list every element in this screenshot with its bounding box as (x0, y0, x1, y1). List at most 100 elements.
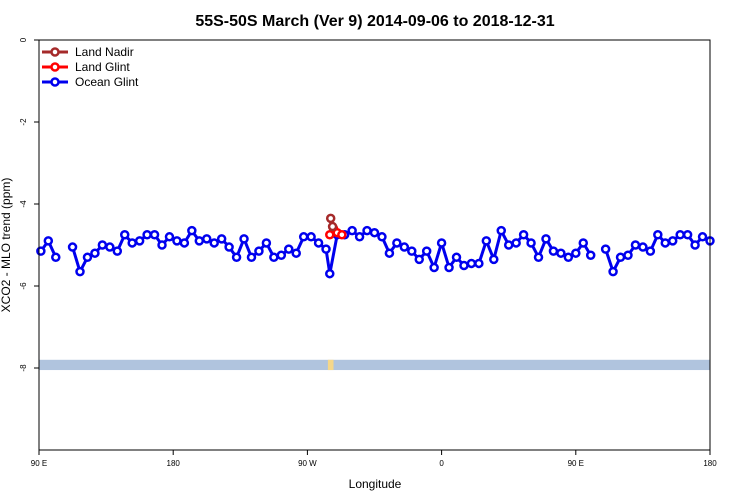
legend-label-1: Land Glint (75, 60, 130, 74)
data-point-0-1 (43, 236, 54, 246)
y-tick-label-4: -8 (19, 364, 28, 372)
data-point-1-26 (261, 238, 272, 248)
data-point-1-27 (269, 252, 279, 263)
data-point-1-13 (164, 232, 175, 242)
data-point-1-60 (511, 238, 521, 248)
data-point-1-56 (481, 236, 492, 246)
data-point-1-5 (105, 242, 115, 252)
data-point-1-21 (224, 242, 234, 252)
y-tick-label-1: -2 (19, 118, 28, 126)
legend-label-0: Land Nadir (75, 45, 134, 59)
data-point-1-23 (239, 234, 249, 244)
data-point-1-20 (216, 234, 227, 244)
axes: 90 E 180 90 W 0 90 E 180 0 -2 -4 -6 -8 (19, 37, 717, 468)
data-point-2-10 (675, 230, 685, 240)
data-point-1-44 (392, 238, 402, 248)
legend-label-2: Ocean Glint (75, 75, 139, 89)
data-point-1-63 (533, 252, 544, 263)
data-point-1-0 (67, 242, 78, 252)
legend-marker-0 (50, 47, 60, 57)
data-point-1-15 (179, 238, 190, 248)
x-tick-label-4: 90 E (568, 459, 584, 468)
data-point-2-13 (697, 232, 708, 242)
data-point-1-8 (127, 238, 137, 248)
data-point-1-25 (254, 246, 264, 256)
data-point-1-52 (451, 252, 462, 263)
data-point-1-46 (407, 246, 417, 256)
data-point-2-5 (638, 242, 648, 252)
series-land-nadir (325, 213, 338, 232)
data-point-1-10 (142, 230, 152, 240)
data-point-1-55 (474, 258, 484, 269)
x-axis-label: Longitude (349, 477, 402, 491)
data-point-2-2 (615, 252, 626, 263)
data-point-1-17 (194, 236, 205, 246)
data-point-1-61 (518, 230, 529, 240)
x-tick-label-0: 90 E (31, 459, 47, 468)
data-point-1-69 (578, 238, 589, 248)
data-point-1-45 (399, 242, 410, 252)
data-point-1-3 (90, 248, 100, 258)
data-point-0-0 (325, 213, 336, 224)
data-point-1-12 (157, 240, 167, 250)
data-point-2-6 (645, 246, 656, 256)
plot-frame (38, 39, 711, 451)
x-tick-label-3: 0 (439, 459, 444, 468)
series-ocean-glint (36, 225, 715, 279)
data-point-1-35 (325, 268, 335, 279)
data-point-2-4 (630, 240, 641, 250)
legend-marker-2 (50, 77, 60, 87)
data-point-1-58 (496, 225, 506, 236)
data-point-1-38 (347, 225, 357, 236)
chart-title: 55S-50S March (Ver 9) 2014-09-06 to 2018… (195, 13, 554, 30)
data-point-0-2 (51, 252, 61, 263)
data-point-2-9 (667, 236, 678, 246)
data-point-1-30 (291, 248, 301, 258)
data-point-1-41 (369, 227, 380, 238)
data-point-1-62 (526, 238, 536, 248)
data-point-0-1 (327, 221, 338, 232)
data-point-1-9 (134, 236, 145, 246)
legend-marker-1 (50, 62, 60, 72)
data-point-1-11 (149, 230, 160, 240)
data-point-2-0 (600, 244, 611, 254)
data-point-1-70 (585, 250, 596, 260)
data-point-1-2 (82, 252, 93, 263)
data-point-1-68 (571, 248, 581, 258)
y-tick-label-3: -6 (19, 282, 28, 290)
plot-series (36, 213, 715, 279)
data-point-1-6 (112, 246, 123, 256)
data-point-2-11 (682, 230, 693, 240)
data-point-1-7 (119, 230, 130, 240)
y-tick-label-0: 0 (19, 37, 28, 42)
y-axis-label: XCO2 - MLO trend (ppm) (0, 178, 13, 313)
data-point-1-40 (362, 225, 372, 236)
data-point-1-49 (429, 262, 439, 273)
data-point-1-28 (276, 250, 287, 260)
data-point-1-19 (209, 238, 219, 248)
data-point-1-48 (421, 246, 432, 256)
data-point-1-54 (466, 258, 477, 269)
x-tick-label-5: 180 (703, 459, 717, 468)
data-point-1-24 (246, 252, 257, 263)
data-point-2-3 (623, 250, 633, 260)
data-point-2-8 (660, 238, 671, 248)
data-point-1-57 (489, 254, 499, 265)
data-point-1-33 (313, 238, 324, 248)
ocean-band (39, 359, 710, 371)
data-point-2-7 (653, 230, 663, 240)
data-point-1-39 (354, 232, 365, 242)
data-point-2-1 (608, 266, 618, 277)
data-point-1-47 (414, 254, 424, 265)
land-patch-0 (327, 359, 334, 371)
data-point-2-12 (690, 240, 700, 250)
data-point-1-43 (384, 248, 395, 258)
data-point-1-51 (444, 262, 454, 273)
data-point-0-3 (337, 230, 347, 240)
data-point-1-14 (172, 236, 182, 246)
data-point-1-4 (97, 240, 108, 250)
data-point-1-50 (436, 238, 447, 248)
map-strip (39, 359, 710, 371)
